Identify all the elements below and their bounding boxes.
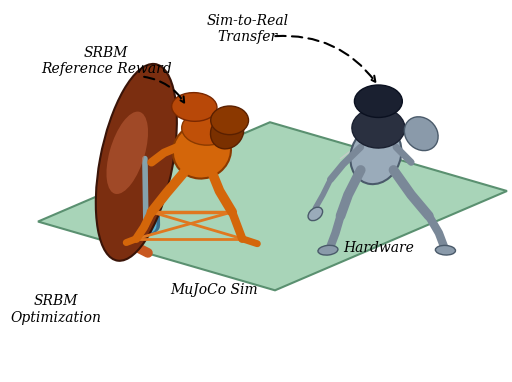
Ellipse shape bbox=[127, 240, 136, 247]
Text: Sim-to-Real
Transfer: Sim-to-Real Transfer bbox=[206, 13, 288, 44]
Ellipse shape bbox=[106, 112, 148, 194]
Ellipse shape bbox=[210, 115, 244, 149]
Ellipse shape bbox=[318, 245, 338, 255]
Ellipse shape bbox=[352, 108, 405, 148]
Ellipse shape bbox=[435, 245, 456, 255]
Text: Hardware: Hardware bbox=[343, 241, 414, 255]
Ellipse shape bbox=[211, 106, 248, 135]
Ellipse shape bbox=[172, 92, 217, 121]
Ellipse shape bbox=[308, 207, 323, 221]
Text: SRBM
Optimization: SRBM Optimization bbox=[10, 294, 101, 325]
Ellipse shape bbox=[350, 125, 401, 184]
Polygon shape bbox=[38, 122, 507, 290]
Ellipse shape bbox=[182, 111, 232, 145]
Text: MuJoCo Sim: MuJoCo Sim bbox=[170, 283, 258, 297]
Ellipse shape bbox=[173, 123, 231, 178]
Text: SRBM
Reference Reward: SRBM Reference Reward bbox=[41, 46, 172, 76]
Ellipse shape bbox=[354, 85, 402, 118]
Ellipse shape bbox=[96, 64, 177, 261]
Ellipse shape bbox=[404, 117, 438, 151]
